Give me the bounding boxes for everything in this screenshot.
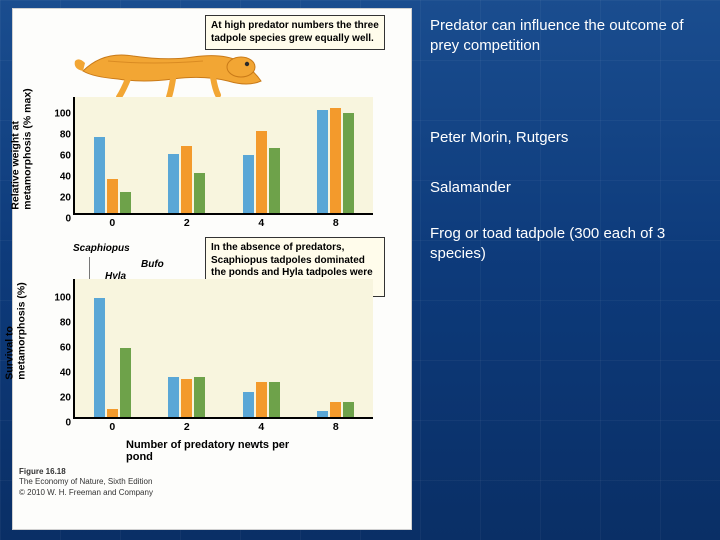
bar-hyla: [181, 146, 192, 213]
ytick: 20: [47, 392, 75, 403]
bar-scaphiopus: [168, 154, 179, 213]
xtick: 0: [109, 213, 115, 229]
ytick: 80: [47, 129, 75, 140]
xtick: 8: [333, 213, 339, 229]
ytick: 100: [47, 108, 75, 119]
top-ylabel-line2: metamorphosis (% max): [22, 88, 34, 209]
xtick: 2: [184, 213, 190, 229]
ytick: 100: [47, 292, 75, 303]
top-ylabel-line1: Relative weight at: [10, 121, 22, 210]
bar-hyla: [107, 409, 118, 417]
bottom-chart-row: Survival to metamorphosis (%) In the abs…: [13, 231, 411, 463]
bar-hyla: [330, 108, 341, 213]
bar-bufo: [120, 192, 131, 213]
bar-hyla: [181, 379, 192, 417]
xtick: 4: [258, 213, 264, 229]
top-chart-row: Relative weight at metamorphosis (% max)…: [13, 9, 411, 231]
ytick: 60: [47, 342, 75, 353]
label-bufo: Bufo: [141, 259, 164, 270]
ytick: 80: [47, 317, 75, 328]
xtick: 2: [184, 417, 190, 433]
predator-text: Salamander: [430, 178, 511, 198]
credit-book: The Economy of Nature, Sixth Edition: [19, 477, 152, 486]
bar-scaphiopus: [94, 137, 105, 213]
ytick: 40: [47, 171, 75, 182]
bar-scaphiopus: [317, 110, 328, 213]
ytick: 20: [47, 192, 75, 203]
figure-credit: Figure 16.18 The Economy of Nature, Sixt…: [13, 463, 411, 504]
ytick: 40: [47, 367, 75, 378]
bar-bufo: [194, 377, 205, 417]
bottom-plot: 0204060801000248: [73, 279, 373, 419]
bar-bufo: [343, 113, 354, 213]
bottom-ylabel-line2: metamorphosis (%): [16, 282, 28, 379]
top-plot: 0204060801000248: [73, 97, 373, 215]
label-scaphiopus: Scaphiopus: [73, 243, 130, 254]
xtick: 0: [109, 417, 115, 433]
credit-figno: Figure 16.18: [19, 467, 66, 476]
credit-copy: © 2010 W. H. Freeman and Company: [19, 488, 153, 497]
bar-bufo: [269, 382, 280, 417]
top-annotation: At high predator numbers the three tadpo…: [205, 15, 385, 50]
bar-bufo: [194, 173, 205, 213]
bottom-ylabel-line1: Survival to: [4, 326, 16, 380]
xtick: 4: [258, 417, 264, 433]
top-ylabel: Relative weight at metamorphosis (% max): [10, 88, 34, 209]
x-axis-label: Number of predatory newts per pond: [126, 439, 316, 463]
leader-scaphiopus: [89, 257, 90, 279]
ytick: 0: [47, 214, 75, 225]
author-text: Peter Morin, Rutgers: [430, 128, 568, 148]
figure-panel: Relative weight at metamorphosis (% max)…: [12, 8, 412, 530]
bar-bufo: [269, 148, 280, 213]
bar-scaphiopus: [94, 298, 105, 417]
bar-bufo: [343, 402, 354, 417]
bar-scaphiopus: [317, 411, 328, 417]
bar-scaphiopus: [243, 392, 254, 417]
prey-text: Frog or toad tadpole (300 each of 3 spec…: [430, 224, 700, 265]
slide-title: Predator can influence the outcome of pr…: [430, 16, 706, 57]
ytick: 60: [47, 150, 75, 161]
bar-hyla: [256, 382, 267, 417]
bar-scaphiopus: [243, 155, 254, 213]
bar-hyla: [107, 179, 118, 213]
bar-scaphiopus: [168, 377, 179, 417]
bar-hyla: [330, 402, 341, 417]
bottom-ylabel: Survival to metamorphosis (%): [4, 282, 28, 379]
bar-hyla: [256, 131, 267, 213]
ytick: 0: [47, 418, 75, 429]
bar-bufo: [120, 348, 131, 417]
xtick: 8: [333, 417, 339, 433]
